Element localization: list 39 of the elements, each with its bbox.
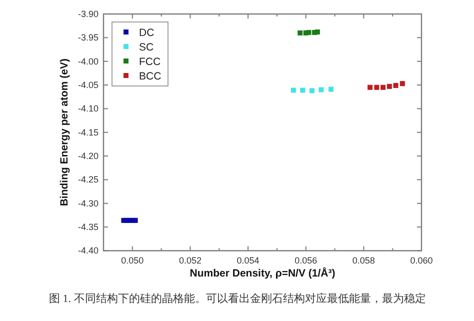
point bbox=[368, 84, 373, 90]
point bbox=[380, 84, 386, 90]
y-tick-label: -4.30 bbox=[78, 198, 98, 208]
y-tick-label: -4.20 bbox=[78, 151, 98, 162]
point bbox=[328, 86, 334, 92]
point bbox=[386, 84, 392, 89]
legend-label: FCC bbox=[139, 56, 161, 68]
x-axis-title: Number Density, ρ=N/V (1/Å³) bbox=[190, 266, 336, 280]
point bbox=[309, 88, 314, 94]
legend-label: BCC bbox=[139, 70, 162, 82]
x-tick-label: 0.056 bbox=[294, 256, 318, 266]
x-tick-label: 0.060 bbox=[410, 256, 433, 266]
legend-label: DC bbox=[139, 27, 155, 39]
point bbox=[314, 29, 320, 34]
x-tick-label: 0.058 bbox=[352, 256, 375, 266]
point bbox=[132, 218, 138, 223]
caption: 图 1. 不同结构下的硅的晶格能。可以看出金刚石结构对应最低能量，最为稳定 bbox=[49, 292, 426, 305]
y-tick-label: -4.10 bbox=[78, 104, 98, 114]
point bbox=[300, 88, 306, 93]
y-tick-label: -4.35 bbox=[78, 222, 98, 232]
x-tick-label: 0.052 bbox=[178, 256, 202, 266]
y-tick-label: -4.25 bbox=[78, 174, 98, 185]
point bbox=[298, 30, 303, 36]
y-tick-label: -4.40 bbox=[78, 246, 98, 256]
y-tick-label: -3.95 bbox=[78, 32, 98, 43]
point bbox=[318, 87, 324, 92]
y-tick-label: -4.15 bbox=[78, 127, 98, 138]
point bbox=[290, 88, 296, 93]
legend-label: SC bbox=[139, 42, 154, 54]
point bbox=[306, 30, 312, 35]
point bbox=[400, 81, 405, 86]
x-tick-label: 0.054 bbox=[236, 256, 260, 266]
y-axis-title: Binding Energy per atom (eV) bbox=[58, 58, 70, 206]
point bbox=[374, 84, 380, 90]
y-tick-label: -4.00 bbox=[78, 56, 98, 66]
x-tick-label: 0.050 bbox=[121, 256, 144, 266]
point bbox=[393, 82, 398, 88]
y-tick-label: -4.05 bbox=[78, 80, 98, 90]
y-tick-label: -3.90 bbox=[78, 9, 98, 19]
